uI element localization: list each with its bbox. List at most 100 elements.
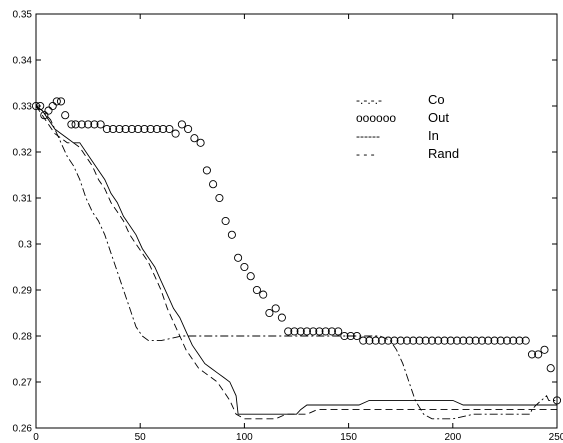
series-out-point <box>127 124 136 134</box>
series-out-point <box>277 313 286 322</box>
series-out-point <box>496 336 505 345</box>
series-out-point <box>434 336 443 345</box>
series-out-point <box>90 120 99 129</box>
y-tick-label: 0.31 <box>13 194 33 205</box>
series-out-point <box>534 350 543 359</box>
series-out-point <box>44 106 53 115</box>
series-out-point <box>61 111 70 120</box>
legend: -.-.-.- Co oooooo Out ------ In - - - Rand <box>356 92 459 161</box>
x-tick-label: 250 <box>549 432 563 443</box>
legend-sample-out: oooooo <box>356 111 396 125</box>
series-out-point <box>202 166 211 175</box>
series-out-point <box>177 120 186 129</box>
series-out-point <box>184 124 193 134</box>
series-out-point <box>477 336 487 345</box>
series-out-point <box>396 336 405 345</box>
series-out-point <box>459 336 468 345</box>
series-out-point <box>484 336 493 345</box>
series-out-point <box>259 290 268 299</box>
series-out-point <box>352 331 361 341</box>
series-out-point <box>290 327 299 336</box>
legend-label-co: Co <box>428 92 445 107</box>
series-out-point <box>190 134 199 143</box>
series-out-point <box>67 120 76 129</box>
series-out-point <box>246 272 255 281</box>
series-out-point <box>465 336 474 345</box>
series-out-point <box>546 364 555 373</box>
series-out-point <box>84 120 93 129</box>
series-out-point <box>315 327 324 336</box>
series-out-point <box>209 180 218 189</box>
x-tick-label: 0 <box>33 432 39 443</box>
series-out-point <box>390 336 399 345</box>
series-out-point <box>221 216 230 226</box>
series-out-point <box>327 327 336 336</box>
series-co-line <box>35 105 557 420</box>
series-out-point <box>271 304 280 313</box>
legend-sample-in: ------ <box>356 129 380 143</box>
series-out-point <box>52 97 61 106</box>
series-out-point <box>134 124 143 134</box>
series-out-point <box>240 262 249 272</box>
x-tick-label: 100 <box>236 432 253 443</box>
series-out-point <box>334 327 343 336</box>
axes: 0 50 100 150 200 250 0.26 0.27 0.28 0.29 0.3 0.31 0.… <box>13 10 563 443</box>
series-out-point <box>509 336 518 345</box>
series-out-point <box>427 336 437 345</box>
series-out-point <box>415 336 424 345</box>
series-out-point <box>346 331 355 341</box>
y-tick-label: 0.28 <box>13 332 33 343</box>
series-out-point <box>227 230 236 239</box>
series-out-point <box>71 120 80 129</box>
series-out-point <box>515 336 524 345</box>
series-out-point <box>359 336 368 345</box>
y-tick-label: 0.33 <box>13 102 33 113</box>
series-out-point <box>296 327 305 336</box>
series-out-point <box>165 124 174 134</box>
series-out-point <box>234 253 243 262</box>
series-out-point <box>371 336 380 345</box>
series-out-point <box>409 336 418 345</box>
series-out-point <box>171 129 180 138</box>
series-out-point <box>56 97 66 106</box>
series-out-point <box>384 336 393 345</box>
series-out-point <box>521 336 530 345</box>
series-out-point <box>196 138 205 147</box>
y-tick-label: 0.26 <box>13 424 33 435</box>
y-tick-label: 0.34 <box>13 56 33 67</box>
y-tick-label: 0.27 <box>13 378 33 389</box>
series-out-point <box>102 124 111 134</box>
y-tick-label: 0.3 <box>18 240 32 251</box>
series-out-point <box>440 336 449 345</box>
series-out-point <box>284 327 293 336</box>
legend-label-out: Out <box>428 110 449 125</box>
series-out <box>31 97 562 405</box>
series-out-point <box>540 345 549 354</box>
series-out-point <box>140 124 149 134</box>
series-rand-line <box>35 105 557 420</box>
legend-sample-co: -.-.-.- <box>356 93 382 107</box>
series-out-point <box>109 124 118 134</box>
y-tick-label: 0.32 <box>13 148 33 159</box>
series-out-point <box>159 124 168 134</box>
series-out-point <box>215 193 224 203</box>
series-out-point <box>471 336 480 345</box>
series-out-point <box>146 124 155 134</box>
series-out-point <box>96 120 105 129</box>
legend-label-in: In <box>428 128 439 143</box>
series-out-point <box>421 336 430 345</box>
series-in-line <box>35 105 557 415</box>
x-tick-label: 50 <box>135 432 147 443</box>
y-tick-label: 0.35 <box>13 10 33 21</box>
series-out-point <box>527 350 537 359</box>
series-out-point <box>490 336 499 345</box>
series-out-point <box>502 336 512 345</box>
plot-frame <box>35 13 558 429</box>
series-out-point <box>121 124 130 134</box>
series-out-point <box>340 331 349 341</box>
legend-label-rand: Rand <box>428 146 459 161</box>
series-out-point <box>265 308 274 318</box>
series-out-point <box>252 285 261 295</box>
